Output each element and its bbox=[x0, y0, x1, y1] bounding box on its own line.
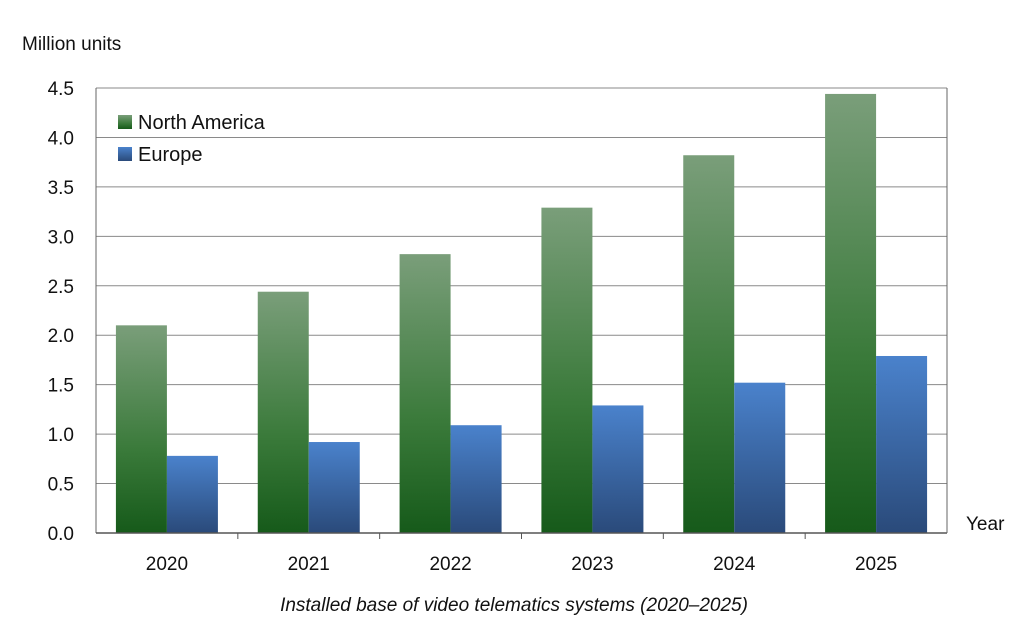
x-tick-label: 2020 bbox=[146, 554, 188, 575]
gridlines bbox=[96, 87, 947, 485]
y-tick-label: 2.0 bbox=[48, 326, 74, 347]
bar-europe-2022 bbox=[450, 425, 502, 533]
legend: North America Europe bbox=[118, 112, 266, 166]
y-tick-label: 4.5 bbox=[48, 79, 74, 100]
x-tick-label: 2021 bbox=[288, 554, 330, 575]
x-tick-label: 2022 bbox=[429, 554, 471, 575]
y-tick-label: 1.5 bbox=[48, 376, 74, 397]
legend-swatch-north-america bbox=[118, 115, 132, 129]
bar-north-america-2023 bbox=[541, 207, 593, 533]
bar-north-america-2024 bbox=[683, 155, 735, 533]
bar-europe-2021 bbox=[308, 442, 360, 533]
y-tick-label: 1.0 bbox=[48, 425, 74, 446]
y-tick-label: 2.5 bbox=[48, 277, 74, 298]
bar-north-america-2021 bbox=[257, 291, 309, 533]
legend-swatch-europe bbox=[118, 147, 132, 161]
y-tick-label: 3.5 bbox=[48, 178, 74, 199]
x-axis-title: Year bbox=[966, 514, 1005, 535]
y-tick-label: 0.5 bbox=[48, 475, 74, 496]
x-tick-labels: 2020 2021 2022 2023 2024 2025 bbox=[146, 533, 897, 575]
legend-label-north-america: North America bbox=[138, 112, 266, 134]
x-tick-label: 2024 bbox=[713, 554, 756, 575]
bars bbox=[115, 93, 928, 533]
x-tick-label: 2023 bbox=[571, 554, 613, 575]
bar-europe-2023 bbox=[592, 405, 644, 533]
chart-caption: Installed base of video telematics syste… bbox=[280, 595, 748, 616]
bar-north-america-2025 bbox=[825, 93, 877, 533]
y-tick-label: 4.0 bbox=[48, 128, 74, 149]
bar-europe-2024 bbox=[734, 382, 786, 533]
y-axis-title: Million units bbox=[22, 34, 121, 55]
legend-label-europe: Europe bbox=[138, 144, 203, 166]
bar-europe-2025 bbox=[876, 355, 928, 533]
bar-europe-2020 bbox=[166, 455, 218, 533]
bar-north-america-2022 bbox=[399, 254, 451, 533]
x-tick-label: 2025 bbox=[855, 554, 897, 575]
y-tick-label: 3.0 bbox=[48, 227, 74, 248]
y-tick-label: 0.0 bbox=[48, 524, 74, 545]
bar-north-america-2020 bbox=[115, 325, 167, 533]
y-tick-labels: 0.0 0.5 1.0 1.5 2.0 2.5 3.0 3.5 4.0 4.5 bbox=[48, 79, 74, 545]
